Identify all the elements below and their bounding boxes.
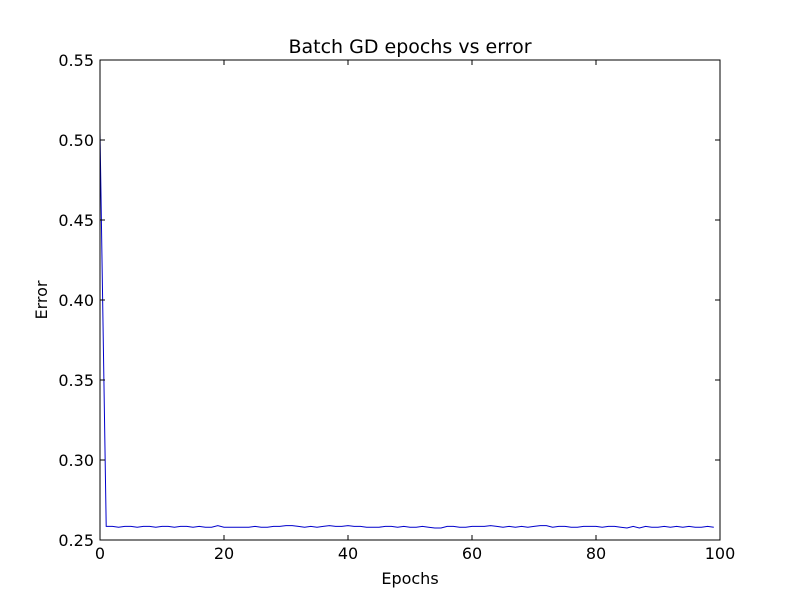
x-tick-label: 40 xyxy=(338,544,358,563)
plot-frame xyxy=(99,59,721,541)
series-line-0 xyxy=(99,131,714,529)
x-axis-label: Epochs xyxy=(381,569,438,588)
plot-area xyxy=(99,59,721,541)
axis-ticks: 0 20 40 60 80 100 0.25 0.30 0.35 0.40 0.45 0.50 0.55 xyxy=(58,51,735,563)
y-tick-label: 0.50 xyxy=(58,131,94,150)
y-tick-label: 0.35 xyxy=(58,371,94,390)
x-tick-label: 0 xyxy=(95,544,105,563)
y-tick-label: 0.25 xyxy=(58,531,94,550)
x-tick-label: 80 xyxy=(586,544,606,563)
y-axis-label: Error xyxy=(32,280,51,319)
y-tick-label: 0.30 xyxy=(58,451,94,470)
y-tick-label: 0.40 xyxy=(58,291,94,310)
x-tick-label: 60 xyxy=(462,544,482,563)
y-tick-label: 0.55 xyxy=(58,51,94,70)
y-tick-label: 0.45 xyxy=(58,211,94,230)
x-tick-label: 20 xyxy=(214,544,234,563)
x-tick-label: 100 xyxy=(705,544,736,563)
chart-title: Batch GD epochs vs error xyxy=(288,36,531,58)
